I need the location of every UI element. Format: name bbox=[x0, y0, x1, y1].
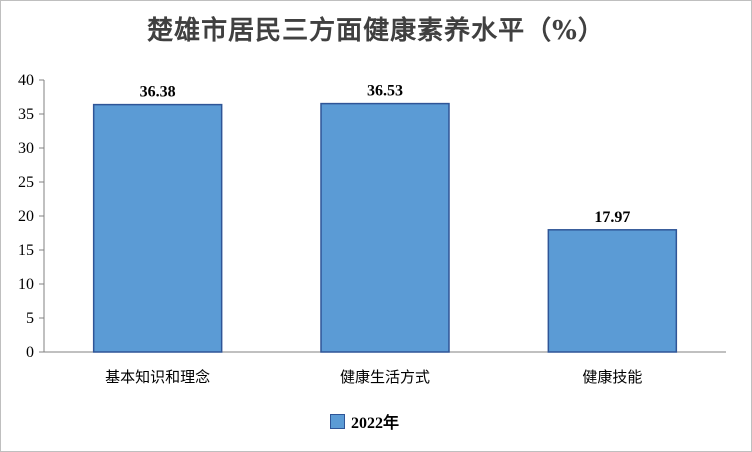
bar bbox=[320, 102, 450, 353]
legend: 2022年 bbox=[330, 409, 399, 433]
data-label: 36.38 bbox=[140, 84, 176, 101]
legend-swatch bbox=[330, 413, 345, 429]
x-tick-label: 健康生活方式 bbox=[340, 368, 430, 386]
legend-label: 2022年 bbox=[351, 415, 400, 432]
bar bbox=[92, 103, 223, 353]
chart-title: 楚雄市居民三方面健康素养水平（%） bbox=[147, 16, 605, 46]
y-tick-label: 30 bbox=[18, 140, 34, 157]
y-tick-label: 0 bbox=[26, 344, 34, 361]
data-label: 36.53 bbox=[367, 83, 403, 100]
y-tick-label: 5 bbox=[26, 310, 34, 327]
y-tick-label: 40 bbox=[18, 72, 34, 89]
x-tick-label: 基本知识和理念 bbox=[105, 368, 210, 386]
data-label: 17.97 bbox=[594, 209, 630, 226]
x-tick-label: 健康技能 bbox=[582, 368, 642, 386]
y-tick-label: 20 bbox=[18, 208, 34, 225]
y-tick-label: 35 bbox=[18, 106, 34, 123]
y-tick-label: 25 bbox=[18, 174, 34, 191]
bar bbox=[547, 229, 678, 353]
y-tick-label: 10 bbox=[18, 276, 34, 293]
y-tick-label: 15 bbox=[18, 242, 34, 259]
